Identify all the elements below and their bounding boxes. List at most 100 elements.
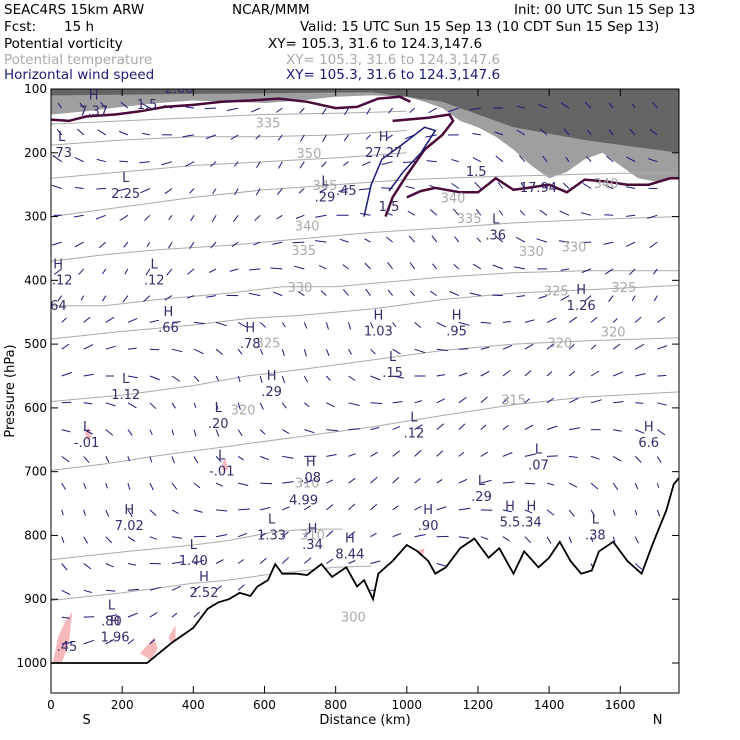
x-tick-label: 400 bbox=[182, 698, 205, 712]
wind-arrow bbox=[321, 161, 327, 168]
wind-arrow bbox=[259, 402, 264, 410]
theta-contour-305 bbox=[51, 565, 372, 601]
pv-extremum-low: L bbox=[592, 512, 600, 527]
wind-arrow bbox=[590, 509, 595, 517]
pv-extremum-high: H bbox=[505, 500, 515, 515]
wind-arrow bbox=[502, 452, 513, 457]
wind-arrow bbox=[315, 214, 327, 218]
wind-arrow bbox=[480, 451, 488, 457]
wind-arrow bbox=[189, 241, 195, 249]
wind-arrow bbox=[342, 264, 349, 270]
wind-arrow bbox=[320, 290, 327, 296]
wind-arrow bbox=[127, 639, 135, 645]
wind-arrow bbox=[281, 402, 287, 409]
wind-arrow bbox=[634, 563, 643, 570]
wind-arrow bbox=[74, 186, 84, 189]
wind-arrow bbox=[491, 294, 503, 297]
wind-arrow bbox=[73, 214, 84, 218]
wind-arrow bbox=[98, 241, 107, 249]
wind-arrow bbox=[168, 215, 173, 221]
wind-arrow bbox=[260, 455, 269, 461]
wind-arrow bbox=[105, 316, 115, 323]
wind-arrow bbox=[105, 614, 118, 618]
wind-arrow bbox=[524, 398, 530, 404]
pv-value-label: 6.6 bbox=[638, 436, 659, 451]
wind-arrow bbox=[171, 482, 178, 490]
wind-arrow bbox=[628, 268, 636, 276]
wind-arrow bbox=[326, 558, 334, 564]
wind-arrow bbox=[519, 209, 526, 216]
wind-arrow bbox=[325, 322, 329, 330]
pv-value-label: .66 bbox=[158, 321, 179, 336]
wind-arrow bbox=[392, 348, 401, 355]
wind-arrow bbox=[414, 505, 422, 511]
wind-arrow bbox=[149, 536, 158, 540]
field-xy-pv: XY= 105.3, 31.6 to 124.3,147.6 bbox=[268, 36, 483, 52]
wind-arrow bbox=[502, 536, 510, 542]
theta-contour-315 bbox=[51, 391, 679, 471]
wind-arrow bbox=[342, 161, 349, 167]
wind-arrow bbox=[210, 241, 217, 249]
wind-arrow bbox=[124, 268, 129, 275]
wind-arrow bbox=[255, 188, 261, 196]
wind-arrow bbox=[558, 240, 570, 243]
wind-arrow bbox=[392, 505, 399, 511]
wind-arrow bbox=[105, 536, 113, 544]
field-name-pv: Potential vorticity bbox=[4, 36, 123, 52]
wind-arrow bbox=[259, 348, 264, 355]
wind-arrow bbox=[560, 102, 570, 109]
wind-arrow bbox=[657, 345, 668, 350]
wind-arrow bbox=[61, 482, 67, 490]
wind-arrow bbox=[338, 188, 349, 193]
x-tick-label: 600 bbox=[253, 698, 276, 712]
wind-arrow bbox=[536, 238, 548, 243]
wind-arrow bbox=[634, 509, 638, 516]
wind-arrow bbox=[292, 241, 305, 244]
wind-arrow bbox=[141, 103, 151, 109]
wind-arrow bbox=[408, 235, 415, 243]
wind-arrow bbox=[215, 402, 219, 410]
wind-arrow bbox=[282, 429, 290, 434]
wind-arrow bbox=[83, 429, 93, 435]
wind-arrow bbox=[193, 456, 199, 464]
wind-arrow bbox=[259, 532, 267, 538]
wind-arrow bbox=[590, 316, 598, 323]
wind-arrow bbox=[171, 585, 181, 591]
wind-arrow bbox=[608, 102, 614, 109]
wind-arrow bbox=[146, 241, 151, 248]
wind-arrow bbox=[392, 533, 402, 538]
wind-arrow bbox=[127, 563, 137, 566]
wind-arrow bbox=[256, 161, 261, 168]
x-tick-label: 800 bbox=[324, 698, 347, 712]
pv-value-label: 1.5 bbox=[137, 98, 158, 113]
wind-arrow bbox=[326, 375, 331, 381]
wind-arrow bbox=[281, 322, 286, 328]
pv-extremum-high: H bbox=[306, 455, 316, 470]
pv-extremum-high: H bbox=[576, 283, 586, 298]
wind-arrow bbox=[370, 322, 374, 329]
wind-arrow bbox=[295, 214, 305, 219]
wind-arrow bbox=[259, 429, 266, 435]
wind-arrow bbox=[149, 456, 153, 463]
wind-arrow bbox=[365, 134, 371, 140]
wind-arrow bbox=[143, 295, 151, 302]
wind-arrow bbox=[171, 456, 175, 464]
wind-arrow bbox=[625, 186, 636, 189]
wind-arrow bbox=[83, 589, 92, 593]
wind-arrow bbox=[370, 532, 377, 538]
wind-arrow bbox=[105, 638, 115, 645]
wind-arrow bbox=[458, 507, 471, 511]
pv-value-label: .20 bbox=[208, 417, 229, 432]
theta-contour-320 bbox=[51, 337, 679, 402]
wind-arrow bbox=[61, 641, 73, 645]
wind-arrow bbox=[260, 482, 273, 485]
wind-arrow bbox=[117, 188, 129, 192]
wind-arrow bbox=[326, 402, 335, 408]
wind-arrow bbox=[562, 182, 570, 189]
wind-arrow bbox=[582, 182, 592, 189]
theta-label: 335 bbox=[291, 244, 316, 259]
theta-label: 325 bbox=[544, 285, 569, 300]
theta-label: 345 bbox=[313, 179, 338, 194]
wind-arrow bbox=[469, 292, 481, 297]
wind-arrow bbox=[149, 375, 160, 381]
